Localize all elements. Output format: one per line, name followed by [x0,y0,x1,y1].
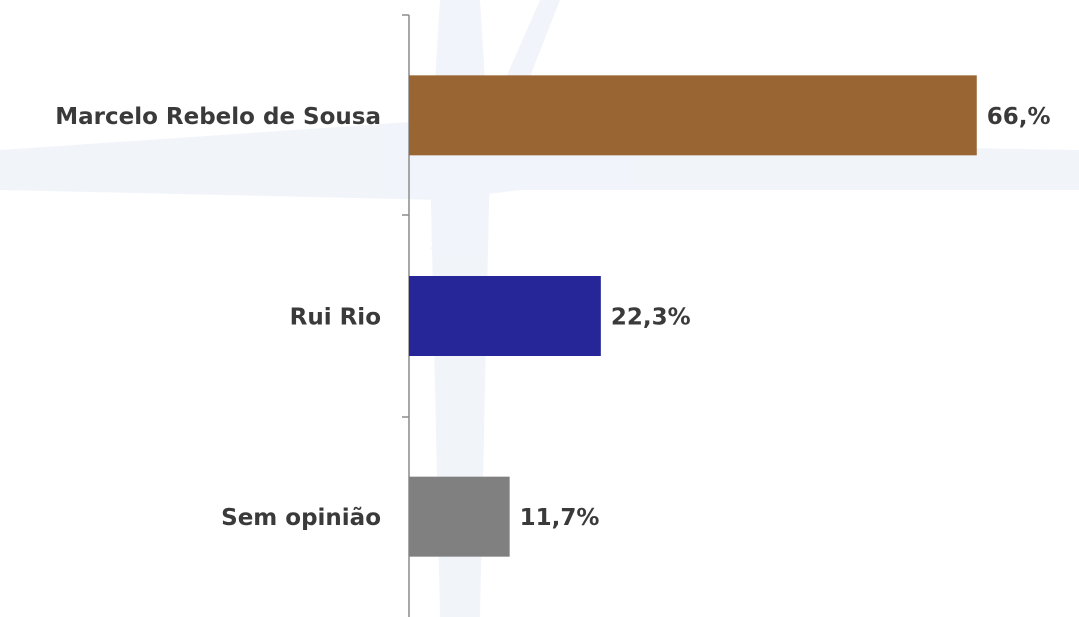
bar [409,276,601,356]
bar [409,476,510,557]
category-label: Sem opinião [221,505,381,531]
value-label: 11,7% [520,505,600,531]
category-label: Marcelo Rebelo de Sousa [55,104,381,130]
category-label: Rui Rio [290,305,381,331]
value-label: 66,% [987,104,1051,130]
bar [409,75,977,156]
value-label: 22,3% [611,305,691,331]
